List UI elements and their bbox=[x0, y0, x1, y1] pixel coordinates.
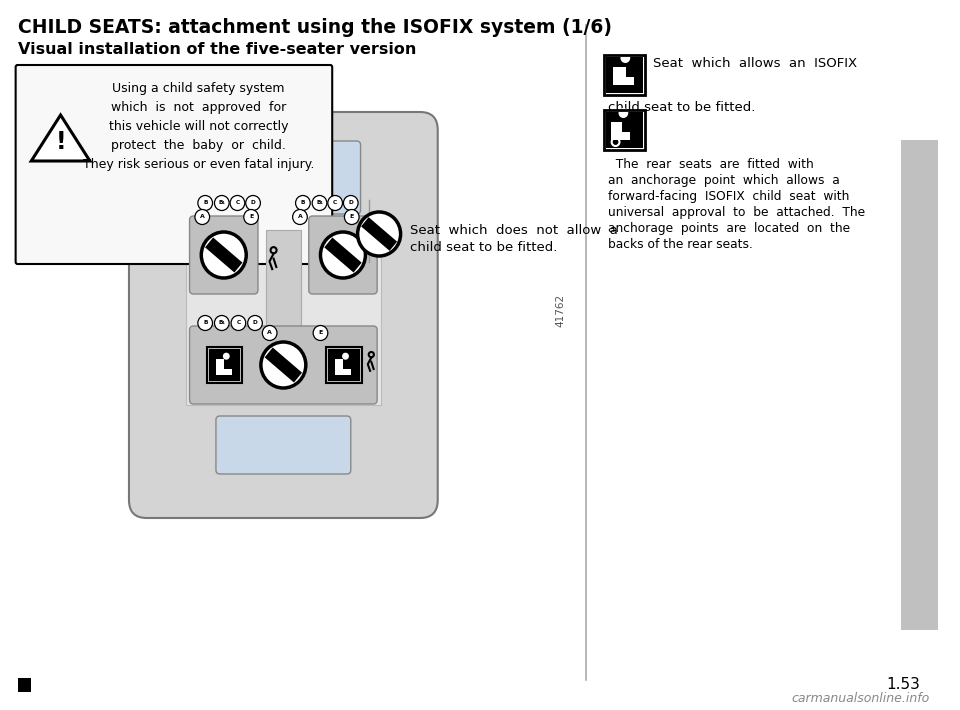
Text: E: E bbox=[349, 214, 354, 219]
Circle shape bbox=[618, 108, 628, 118]
Text: CHILD SEATS: attachment using the ISOFIX system (1/6): CHILD SEATS: attachment using the ISOFIX… bbox=[17, 18, 612, 37]
FancyBboxPatch shape bbox=[309, 216, 377, 294]
Polygon shape bbox=[324, 238, 362, 273]
Text: carmanualsonline.info: carmanualsonline.info bbox=[791, 692, 929, 705]
Circle shape bbox=[223, 353, 229, 360]
Circle shape bbox=[358, 212, 400, 256]
Circle shape bbox=[198, 195, 212, 210]
Circle shape bbox=[293, 209, 307, 224]
Circle shape bbox=[248, 315, 262, 330]
Text: B₁: B₁ bbox=[218, 200, 226, 205]
Text: D: D bbox=[251, 200, 255, 205]
Text: child seat to be fitted.: child seat to be fitted. bbox=[608, 101, 756, 114]
FancyBboxPatch shape bbox=[206, 141, 361, 214]
Circle shape bbox=[321, 232, 366, 278]
Bar bbox=[335, 359, 343, 375]
Text: which  is  not  approved  for: which is not approved for bbox=[110, 101, 286, 114]
Circle shape bbox=[313, 325, 327, 341]
Polygon shape bbox=[205, 238, 243, 273]
Bar bbox=[335, 369, 351, 375]
Bar bbox=[328, 349, 360, 381]
Text: an  anchorage  point  which  allows  a: an anchorage point which allows a bbox=[608, 174, 839, 187]
Bar bbox=[216, 369, 231, 375]
Text: forward-facing  ISOFIX  child  seat  with: forward-facing ISOFIX child seat with bbox=[608, 190, 850, 203]
Circle shape bbox=[202, 232, 246, 278]
FancyBboxPatch shape bbox=[189, 326, 377, 404]
Bar bbox=[611, 122, 622, 140]
Bar bbox=[266, 230, 300, 390]
Text: E: E bbox=[249, 214, 253, 219]
Text: backs of the rear seats.: backs of the rear seats. bbox=[608, 238, 753, 251]
Circle shape bbox=[230, 195, 245, 210]
Circle shape bbox=[214, 195, 229, 210]
Bar bbox=[900, 140, 938, 630]
Circle shape bbox=[312, 195, 326, 210]
Polygon shape bbox=[361, 217, 397, 251]
Circle shape bbox=[195, 209, 209, 224]
Text: B₁: B₁ bbox=[218, 320, 226, 325]
Circle shape bbox=[231, 315, 246, 330]
Text: 41762: 41762 bbox=[556, 293, 565, 327]
Text: B: B bbox=[203, 320, 207, 325]
Text: D: D bbox=[348, 200, 353, 205]
Text: universal  approval  to  be  attached.  The: universal approval to be attached. The bbox=[608, 206, 865, 219]
Text: B: B bbox=[300, 200, 305, 205]
Text: 1.53: 1.53 bbox=[886, 677, 921, 692]
Text: Seat  which  allows  an  ISOFIX: Seat which allows an ISOFIX bbox=[653, 57, 857, 70]
Bar bbox=[17, 678, 32, 692]
Text: They risk serious or even fatal injury.: They risk serious or even fatal injury. bbox=[83, 158, 314, 171]
Circle shape bbox=[327, 195, 343, 210]
Bar bbox=[611, 132, 630, 140]
Text: !: ! bbox=[56, 130, 66, 154]
Bar bbox=[216, 359, 224, 375]
Text: anchorage  points  are  located  on  the: anchorage points are located on the bbox=[608, 222, 850, 235]
Text: B₁: B₁ bbox=[316, 200, 323, 205]
Bar bbox=[209, 349, 240, 381]
Text: A: A bbox=[298, 214, 302, 219]
Circle shape bbox=[198, 315, 212, 330]
Text: protect  the  baby  or  child.: protect the baby or child. bbox=[111, 139, 286, 152]
Text: Seat  which  does  not  allow  a: Seat which does not allow a bbox=[410, 224, 618, 237]
Bar bbox=[604, 110, 645, 150]
Circle shape bbox=[261, 342, 306, 388]
Text: Visual installation of the five-seater version: Visual installation of the five-seater v… bbox=[17, 42, 416, 57]
FancyBboxPatch shape bbox=[129, 112, 438, 518]
Text: The  rear  seats  are  fitted  with: The rear seats are fitted with bbox=[608, 158, 813, 171]
Text: D: D bbox=[252, 320, 257, 325]
Text: child seat to be fitted.: child seat to be fitted. bbox=[410, 241, 558, 254]
Text: C: C bbox=[333, 200, 337, 205]
Circle shape bbox=[342, 353, 348, 360]
FancyBboxPatch shape bbox=[15, 65, 332, 264]
Bar bbox=[207, 347, 242, 383]
Circle shape bbox=[344, 195, 358, 210]
Bar bbox=[606, 57, 643, 93]
Text: B: B bbox=[203, 200, 207, 205]
FancyBboxPatch shape bbox=[216, 416, 350, 474]
Text: this vehicle will not correctly: this vehicle will not correctly bbox=[108, 120, 288, 133]
Circle shape bbox=[345, 209, 359, 224]
Polygon shape bbox=[32, 115, 90, 161]
Text: C: C bbox=[236, 320, 241, 325]
Bar bbox=[604, 55, 645, 95]
Circle shape bbox=[262, 325, 277, 341]
Text: A: A bbox=[267, 330, 272, 336]
Text: E: E bbox=[319, 330, 323, 336]
Bar bbox=[326, 347, 362, 383]
Text: Using a child safety system: Using a child safety system bbox=[112, 82, 284, 95]
Circle shape bbox=[244, 209, 258, 224]
Bar bbox=[185, 220, 381, 405]
Circle shape bbox=[214, 315, 229, 330]
FancyBboxPatch shape bbox=[189, 216, 258, 294]
Bar bbox=[612, 77, 635, 85]
Text: C: C bbox=[235, 200, 240, 205]
Bar bbox=[612, 67, 626, 85]
Circle shape bbox=[246, 195, 260, 210]
Circle shape bbox=[296, 195, 310, 210]
Circle shape bbox=[620, 53, 630, 63]
Bar bbox=[606, 112, 643, 148]
Polygon shape bbox=[265, 347, 302, 383]
Text: A: A bbox=[200, 214, 204, 219]
